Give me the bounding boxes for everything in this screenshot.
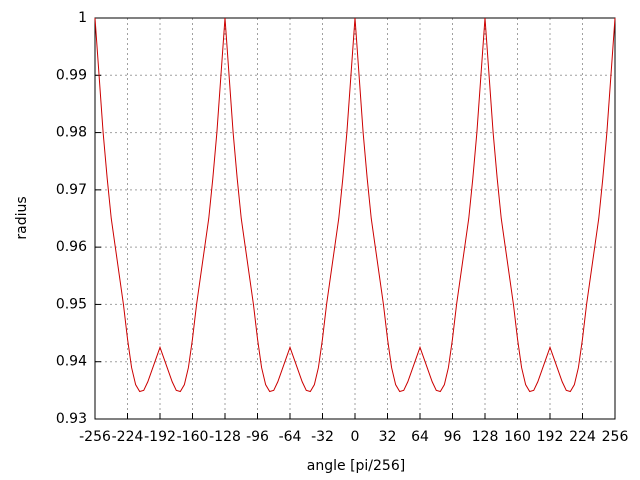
y-tick-label: 0.98	[56, 125, 87, 141]
x-tick-label: 224	[569, 429, 596, 445]
x-axis-label: angle [pi/256]	[307, 458, 405, 474]
y-tick-label: 1	[78, 10, 87, 26]
x-tick-label: 160	[504, 429, 531, 445]
x-tick-label: -32	[311, 429, 334, 445]
x-tick-label: 0	[351, 429, 360, 445]
y-tick-label: 0.95	[56, 296, 87, 312]
x-tick-label: 192	[537, 429, 564, 445]
y-tick-label: 0.97	[56, 182, 87, 198]
x-tick-label: 256	[602, 429, 629, 445]
y-tick-label: 0.96	[56, 239, 87, 255]
x-tick-label: 128	[472, 429, 499, 445]
y-tick-label: 0.99	[56, 67, 87, 83]
data-line	[94, 17, 616, 393]
x-tick-label: 32	[379, 429, 397, 445]
x-tick-label: -96	[246, 429, 269, 445]
x-tick-label: 64	[411, 429, 429, 445]
x-tick-label: -224	[112, 429, 144, 445]
x-tick-label: -160	[177, 429, 209, 445]
x-tick-label: -192	[144, 429, 176, 445]
x-tick-label: 96	[444, 429, 462, 445]
x-tick-label: -128	[209, 429, 241, 445]
y-tick-label: 0.93	[56, 411, 87, 427]
x-tick-label: -64	[279, 429, 302, 445]
x-tick-label: -256	[79, 429, 111, 445]
y-axis-label: radius	[14, 196, 30, 239]
y-tick-label: 0.94	[56, 354, 87, 370]
